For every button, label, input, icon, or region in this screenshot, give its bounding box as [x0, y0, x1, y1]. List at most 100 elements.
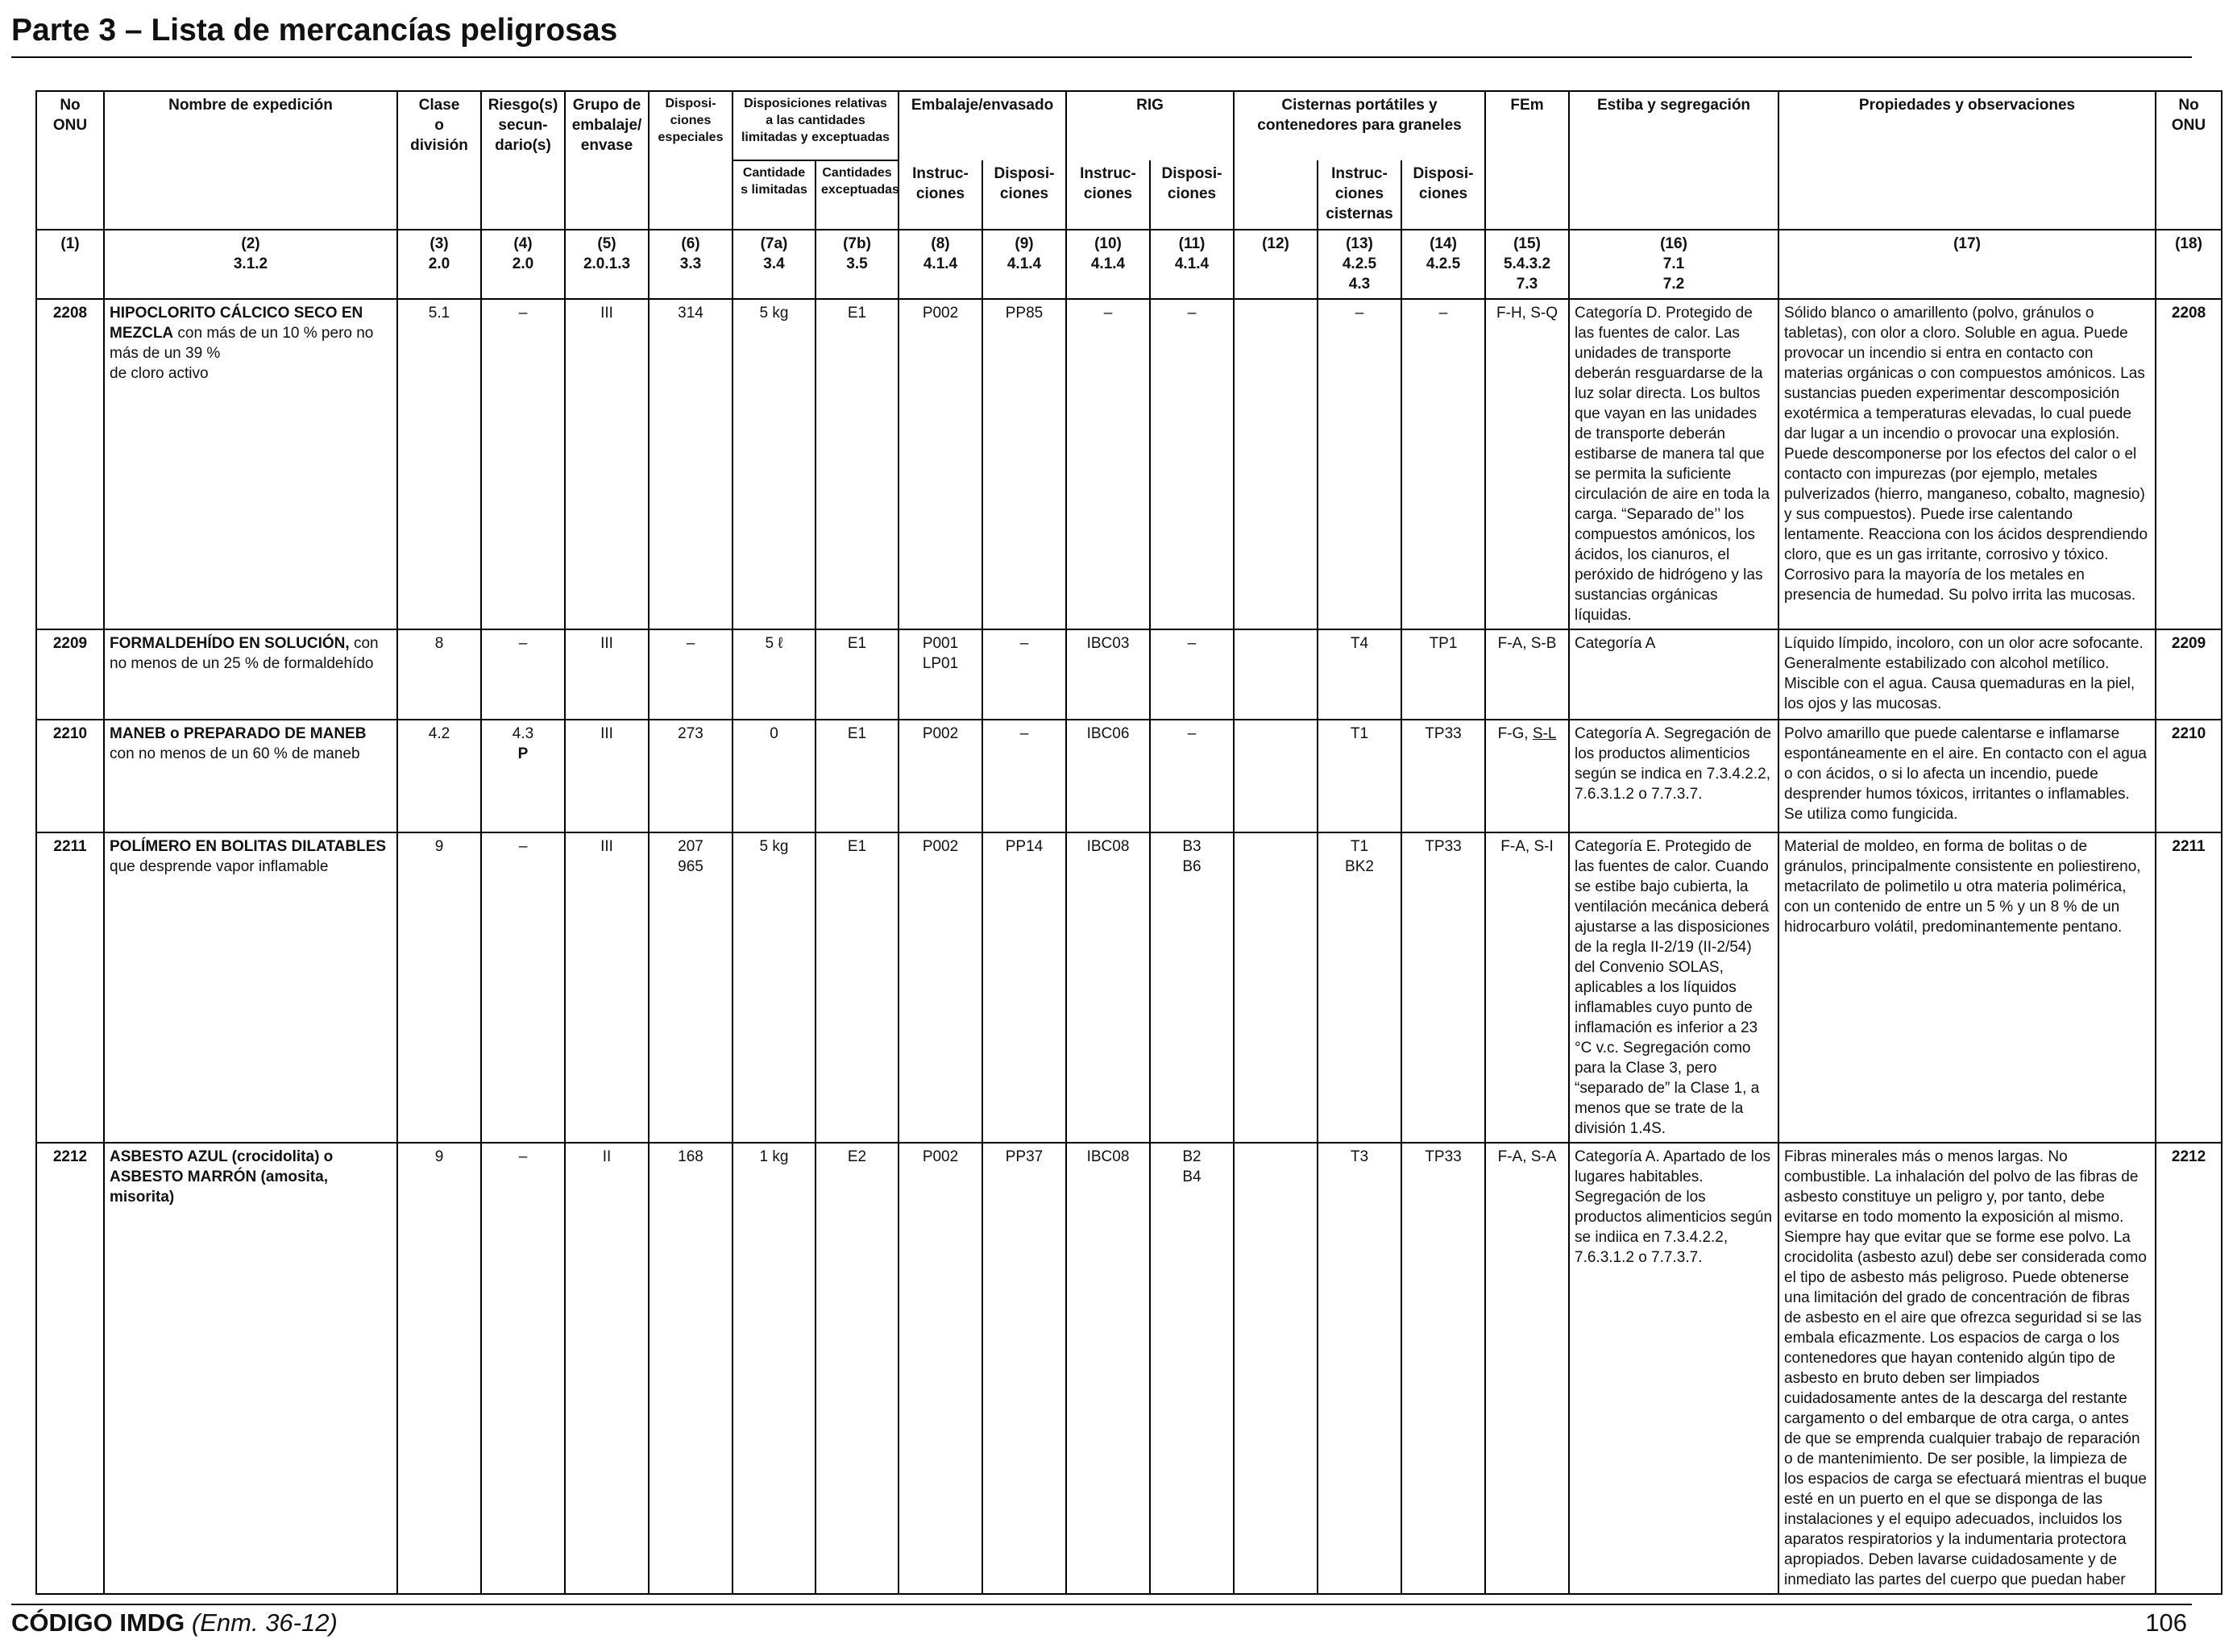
table-row: 2210 MANEB o PREPARADO DE MANEB con no m… — [35, 719, 2223, 833]
packing-provisions: – — [982, 719, 1067, 833]
class-cell: 8 — [396, 629, 482, 720]
class-cell: 9 — [396, 1142, 482, 1595]
shipping-name-bold-2: ASBESTO MARRÓN — [110, 1168, 257, 1185]
properties-observations: Fibras minerales más o menos largas. No … — [1778, 1142, 2157, 1595]
packing-group: III — [564, 832, 650, 1144]
shipping-name: POLÍMERO EN BOLITAS DILATABLES que despr… — [103, 832, 398, 1144]
title-rule — [11, 56, 2192, 58]
ems-cell: F-A, S-I — [1484, 832, 1571, 1144]
header-propiedades: Propiedades y observaciones — [1778, 90, 2157, 230]
un-number: 2211 — [35, 832, 105, 1144]
ibc-provisions: B3 B6 — [1149, 832, 1235, 1144]
ibc-provisions: B2 B4 — [1149, 1142, 1235, 1595]
ems-cell: F-G, S-L — [1484, 719, 1571, 833]
ibc-provisions: – — [1149, 719, 1235, 833]
tank-instructions: T3 — [1317, 1142, 1402, 1595]
ibc-instructions: IBC03 — [1065, 629, 1151, 720]
packing-group: II — [564, 1142, 650, 1595]
packing-provisions: PP85 — [982, 298, 1067, 630]
header-emb-instr: Instruc- ciones — [898, 160, 983, 230]
ems-cell: F-H, S-Q — [1484, 298, 1571, 630]
shipping-name-bold: FORMALDEHÍDO EN SOLUCIÓN, — [110, 635, 350, 652]
header-cis-instr: Instruc- ciones cisternas — [1317, 160, 1402, 230]
header-no-onu-end: No ONU — [2155, 90, 2223, 230]
stowage-segregation: Categoría D. Protegido de las fuentes de… — [1568, 298, 1780, 630]
header-emb-disp: Disposi- ciones — [982, 160, 1067, 230]
header-embalaje: Embalaje/envasado — [898, 90, 1067, 160]
limited-quantities: 5 ℓ — [732, 629, 816, 720]
limited-quantities: 5 kg — [732, 832, 816, 1144]
header-disp-rel: Disposiciones relativas a las cantidades… — [732, 90, 899, 161]
ref-16: (16) 7.1 7.2 — [1568, 229, 1780, 300]
shipping-name: HIPOCLORITO CÁLCICO SECO EN MEZCLA con m… — [103, 298, 398, 630]
table-row: 2211 POLÍMERO EN BOLITAS DILATABLES que … — [35, 832, 2223, 1144]
subsidiary-risk: – — [518, 1148, 528, 1165]
packing-instructions: P002 — [898, 719, 983, 833]
special-provisions: – — [648, 629, 733, 720]
shipping-name: FORMALDEHÍDO EN SOLUCIÓN, con no menos d… — [103, 629, 398, 720]
un-number-end: 2211 — [2155, 832, 2223, 1144]
ref-14: (14) 4.2.5 — [1400, 229, 1487, 300]
header-grupo: Grupo de embalaje/ envase — [564, 90, 650, 230]
properties-observations: Sólido blanco o amarillento (polvo, grán… — [1778, 298, 2157, 630]
subsidiary-risk-cell: – — [480, 832, 566, 1144]
header-riesgos: Riesgo(s) secun- dario(s) — [480, 90, 566, 230]
excepted-quantities: E1 — [815, 719, 899, 833]
subsidiary-risk: – — [518, 838, 528, 855]
excepted-quantities: E2 — [815, 1142, 899, 1595]
packing-instructions: P002 — [898, 298, 983, 630]
ibc-instructions: IBC08 — [1065, 1142, 1151, 1595]
ref-8: (8) 4.1.4 — [898, 229, 983, 300]
shipping-name-bold: POLÍMERO EN BOLITAS DILATABLES — [110, 838, 387, 855]
special-provisions: 168 — [648, 1142, 733, 1595]
class-cell: 4.2 — [396, 719, 482, 833]
header-cisternas: Cisternas portátiles y contenedores para… — [1232, 90, 1487, 160]
packing-instructions: P002 — [898, 832, 983, 1144]
ibc-instructions: IBC06 — [1065, 719, 1151, 833]
ref-15: (15) 5.4.3.2 7.3 — [1484, 229, 1571, 300]
un-number-end: 2208 — [2155, 298, 2223, 630]
footer-left: CÓDIGO IMDG (Enm. 36-12) — [11, 1608, 338, 1637]
page-number: 106 — [2145, 1608, 2187, 1637]
ems-cell: F-A, S-B — [1484, 629, 1571, 720]
shipping-name-rest: con no menos de un 25 % de formaldehído — [110, 635, 379, 672]
packing-provisions: – — [982, 629, 1067, 720]
ref-5: (5) 2.0.1.3 — [564, 229, 650, 300]
header-cant-exc: Cantidades exceptuadas — [815, 160, 899, 230]
col12-cell — [1233, 719, 1318, 833]
tank-instructions: – — [1317, 298, 1402, 630]
dangerous-goods-table: No ONU Nombre de expedición Clase o divi… — [35, 90, 2223, 1595]
stowage-segregation: Categoría A — [1568, 629, 1780, 720]
shipping-name: MANEB o PREPARADO DE MANEB con no menos … — [103, 719, 398, 833]
subsidiary-risk-cell: – — [480, 629, 566, 720]
shipping-name: ASBESTO AZUL (crocidolita) o ASBESTO MAR… — [103, 1142, 398, 1595]
ref-13: (13) 4.2.5 4.3 — [1317, 229, 1402, 300]
packing-group: III — [564, 629, 650, 720]
shipping-name-bold: ASBESTO AZUL — [110, 1148, 228, 1165]
limited-quantities: 5 kg — [732, 298, 816, 630]
un-number: 2210 — [35, 719, 105, 833]
header-rig-instr: Instruc- ciones — [1065, 160, 1151, 230]
un-number: 2208 — [35, 298, 105, 630]
shipping-name-rest: con más de un 10 % pero no más de un 39 … — [110, 325, 374, 382]
ibc-instructions: IBC08 — [1065, 832, 1151, 1144]
class-cell: 9 — [396, 832, 482, 1144]
footer-amendment: (Enm. 36-12) — [191, 1608, 338, 1637]
subsidiary-risk: – — [518, 305, 528, 322]
ref-9: (9) 4.1.4 — [982, 229, 1067, 300]
col12-cell — [1233, 1142, 1318, 1595]
ems-spillage: S-L — [1532, 725, 1557, 742]
ems-fire: F-G, — [1497, 725, 1533, 742]
tank-instructions: T4 — [1317, 629, 1402, 720]
ref-18: (18) — [2155, 229, 2223, 300]
ref-7a: (7a) 3.4 — [732, 229, 816, 300]
packing-provisions: PP37 — [982, 1142, 1067, 1595]
subsidiary-risk-cell: – — [480, 298, 566, 630]
header-cis-disp: Disposi- ciones — [1400, 160, 1487, 230]
tank-provisions: TP33 — [1400, 719, 1487, 833]
properties-observations: Polvo amarillo que puede calentarse e in… — [1778, 719, 2157, 833]
table-row: 2208 HIPOCLORITO CÁLCICO SECO EN MEZCLA … — [35, 298, 2223, 630]
ibc-instructions: – — [1065, 298, 1151, 630]
excepted-quantities: E1 — [815, 832, 899, 1144]
ref-3: (3) 2.0 — [396, 229, 482, 300]
